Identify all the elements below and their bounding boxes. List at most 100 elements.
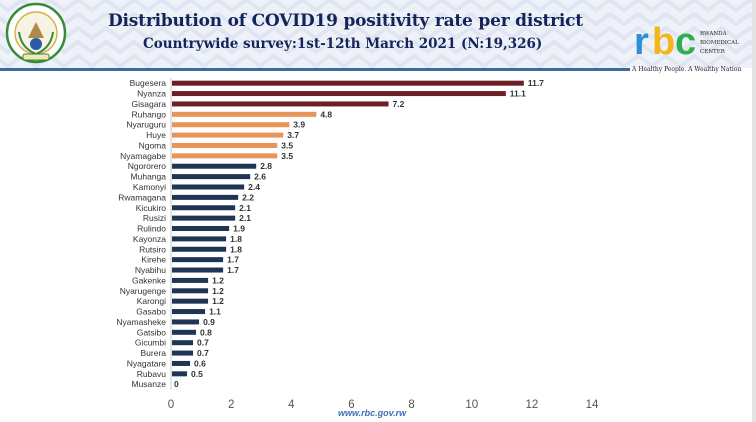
value-label: 0.5 (191, 369, 203, 379)
category-label: Nyamagabe (120, 151, 166, 161)
value-label: 1.8 (230, 234, 242, 244)
x-tick-label: 12 (525, 399, 538, 411)
chevron-background-pattern (0, 0, 752, 68)
chart-title: Distribution of COVID19 positivity rate … (108, 11, 583, 31)
window-edge (752, 0, 756, 422)
bar (172, 184, 245, 190)
rbc-name-line: BIOMEDICAL (700, 40, 739, 46)
rbc-logo-letter-c: c (675, 24, 696, 60)
header-banner (0, 0, 752, 68)
chevron-stripe (0, 53, 752, 68)
bar (172, 350, 194, 356)
rbc-name-line: RWANDA (700, 31, 727, 37)
value-label: 0.6 (194, 358, 206, 368)
chart-subtitle: Countrywide survey:1st-12th March 2021 (… (143, 36, 543, 52)
bar (172, 122, 290, 128)
bar (172, 153, 278, 159)
chevron-stripe (0, 25, 752, 41)
category-label: Muhanga (131, 172, 167, 182)
category-label: Rusizi (143, 213, 166, 223)
category-label: Gasabo (136, 307, 166, 317)
bar (172, 277, 209, 283)
bar (172, 101, 389, 107)
rwanda-coat-of-arms-icon (5, 2, 67, 64)
rbc-logo-letter-r: r (634, 24, 649, 60)
value-label: 1.8 (230, 244, 242, 254)
category-label: Kicukiro (136, 203, 167, 213)
rbc-name: RWANDA BIOMEDICAL CENTER (700, 30, 739, 57)
category-label: Burera (140, 348, 166, 358)
value-label: 2.1 (239, 203, 251, 213)
category-label: Ngororero (128, 161, 167, 171)
value-label: 0.7 (197, 338, 209, 348)
value-label: 1.2 (212, 275, 224, 285)
value-label: 1.7 (227, 255, 239, 265)
value-label: 3.5 (281, 140, 293, 150)
category-label: Rubavu (137, 369, 167, 379)
category-label: Kamonyi (133, 182, 166, 192)
rbc-tagline: A Healthy People. A Wealthy Nation (632, 66, 742, 73)
bar (172, 236, 227, 242)
bar (172, 360, 191, 366)
bar (172, 340, 194, 346)
category-label: Huye (146, 130, 166, 140)
value-label: 2.4 (248, 182, 260, 192)
category-label: Nyarugenge (120, 286, 167, 296)
x-tick-label: 14 (586, 399, 599, 411)
bar (172, 174, 251, 180)
x-tick-label: 6 (348, 399, 354, 411)
category-label: Rulindo (137, 224, 166, 234)
value-label: 1.1 (209, 307, 221, 317)
value-label: 0.9 (203, 317, 215, 327)
bar (172, 205, 236, 211)
value-label: 1.9 (233, 224, 245, 234)
bar (172, 132, 284, 138)
category-label: Gisagara (132, 99, 167, 109)
bar (172, 111, 317, 117)
value-label: 0.8 (200, 327, 212, 337)
bar (172, 80, 524, 86)
value-label: 3.5 (281, 151, 293, 161)
bar (172, 226, 230, 232)
category-label: Ngoma (139, 140, 167, 150)
value-label: 11.7 (528, 78, 544, 88)
rbc-logo: r b c (634, 24, 696, 60)
value-label: 4.8 (320, 109, 332, 119)
value-label: 7.2 (393, 99, 405, 109)
footer-website-link[interactable]: www.rbc.gov.rw (338, 408, 407, 418)
bar (172, 215, 236, 221)
header-divider (0, 68, 630, 71)
category-label: Nyabihu (135, 265, 166, 275)
bar (172, 163, 257, 169)
value-label: 2.2 (242, 192, 254, 202)
bar (172, 329, 197, 335)
value-label: 1.7 (227, 265, 239, 275)
category-label: Kirehe (141, 255, 166, 265)
category-label: Musanze (132, 379, 167, 389)
value-label: 11.1 (510, 89, 526, 99)
category-label: Ruhango (131, 109, 166, 119)
x-tick-label: 0 (168, 399, 174, 411)
x-tick-label: 4 (288, 399, 295, 411)
bar (172, 246, 227, 252)
category-label: Gicumbi (135, 338, 166, 348)
bar (172, 91, 506, 97)
bar (172, 194, 239, 200)
bar (172, 298, 209, 304)
category-label: Gakenke (132, 275, 166, 285)
category-label: Kayonza (133, 234, 166, 244)
category-label: Bugesera (130, 78, 167, 88)
value-label: 1.2 (212, 296, 224, 306)
bar (172, 309, 206, 315)
chevron-stripe (0, 11, 752, 27)
x-tick-label: 8 (408, 399, 414, 411)
value-label: 2.6 (254, 172, 266, 182)
bar (172, 142, 278, 148)
x-tick-label: 2 (228, 399, 234, 411)
rbc-logo-letter-b: b (652, 24, 675, 60)
bar (172, 257, 224, 263)
category-label: Nyamasheke (116, 317, 166, 327)
value-label: 0.7 (197, 348, 209, 358)
category-label: Nyaruguru (126, 120, 166, 130)
chevron-stripe (0, 39, 752, 55)
